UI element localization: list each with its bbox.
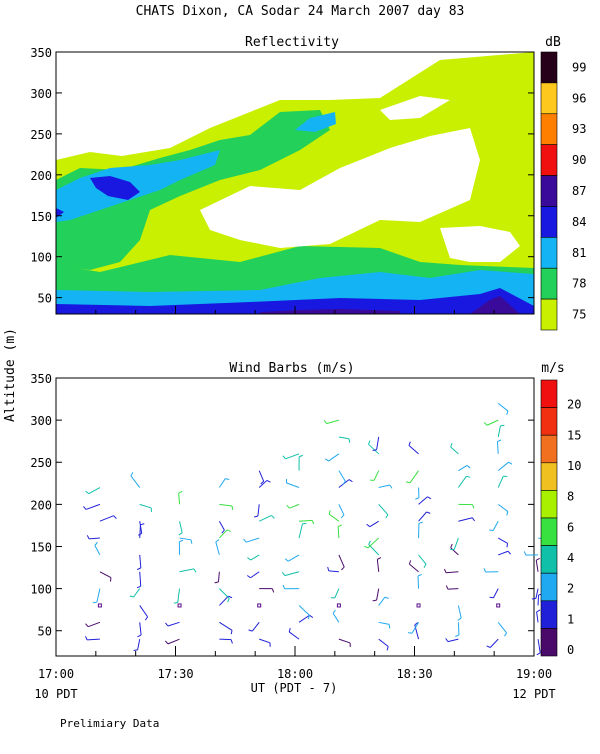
wind-barb-shaft — [219, 639, 231, 640]
reflectivity-colorbar-label: 78 — [572, 277, 586, 291]
wind-barb-flag — [500, 425, 504, 426]
wind-colorbar-cell — [541, 408, 557, 436]
reflectivity-colorbar-label: 84 — [572, 215, 586, 229]
wind-colorbar-cell — [541, 490, 557, 518]
wind-colorbar-label: 4 — [567, 551, 574, 565]
wind-barb-shaft — [537, 612, 538, 622]
figure-title: CHATS Dixon, CA Sodar 24 March 2007 day … — [136, 4, 465, 19]
wind-ytick-label: 50 — [38, 625, 52, 639]
wind-barb-flag — [536, 558, 539, 560]
wind-barbs-frame — [56, 378, 534, 656]
reflectivity-colorbar: 75 78 81 84 87 90 93 96 99 — [541, 52, 586, 330]
wind-xtick-label: 17:30 — [157, 667, 193, 681]
reflectivity-colorbar-label: 99 — [572, 60, 586, 74]
x-axis-label: UT (PDT - 7) — [251, 681, 338, 695]
reflectivity-colorbar-cell — [541, 206, 557, 237]
wind-xtick-label: 18:30 — [396, 667, 432, 681]
wind-barb — [537, 639, 540, 655]
wind-barbs-title: Wind Barbs (m/s) — [229, 361, 354, 376]
wind-barb-flag — [302, 523, 306, 524]
wind-colorbar-label: 6 — [567, 520, 574, 534]
wind-barb-shaft — [536, 560, 538, 571]
reflectivity-colorbar-cell — [541, 52, 557, 83]
reflectivity-colorbar-unit: dB — [545, 35, 561, 50]
reflectivity-colorbar-label: 87 — [572, 184, 586, 198]
wind-barb-flag — [93, 602, 97, 603]
reflectivity-colorbar-cell — [541, 145, 557, 176]
reflectivity-ytick-label: 300 — [30, 87, 52, 101]
wind-colorbar-cell — [541, 573, 557, 601]
wind-colorbar-label: 1 — [567, 612, 574, 626]
wind-colorbar-label: 10 — [567, 459, 581, 473]
wind-colorbar-cell — [541, 380, 557, 408]
wind-barb-flag — [408, 633, 412, 634]
wind-colorbar-cell — [541, 546, 557, 574]
wind-xtick-label: 17:00 — [38, 667, 74, 681]
wind-barb-flag — [489, 530, 493, 531]
wind-barb-shaft — [458, 622, 459, 635]
wind-barb-flag — [507, 543, 508, 547]
wind-barb-flag — [134, 650, 138, 651]
wind-colorbar-label: 0 — [567, 643, 574, 657]
wind-ytick-label: 200 — [30, 498, 52, 512]
reflectivity-colorbar-cell — [541, 299, 557, 330]
reflectivity-colorbar-label: 75 — [572, 308, 586, 322]
wind-barb — [537, 610, 541, 622]
reflectivity-colorbar-cell — [541, 237, 557, 268]
wind-colorbar-cell — [541, 601, 557, 629]
wind-colorbar-cell — [541, 518, 557, 546]
wind-ytick-label: 100 — [30, 583, 52, 597]
wind-ytick-label: 250 — [30, 456, 52, 470]
wind-barb — [536, 558, 539, 571]
wind-barb-shaft — [418, 576, 419, 589]
reflectivity-colorbar-label: 96 — [572, 91, 586, 105]
left-local-time: 10 PDT — [34, 687, 77, 701]
reflectivity-colorbar-label: 90 — [572, 153, 586, 167]
wind-xtick-label: 19:00 — [516, 667, 552, 681]
wind-barb-shaft — [448, 589, 458, 590]
wind-barb-flag — [532, 598, 536, 599]
wind-colorbar-cell — [541, 463, 557, 491]
reflectivity-colorbar-cell — [541, 114, 557, 145]
wind-barb-flag — [389, 624, 390, 628]
wind-colorbar-label: 20 — [567, 398, 581, 412]
wind-colorbar-unit: m/s — [541, 361, 564, 376]
wind-barb-flag — [537, 653, 540, 655]
wind-ytick-label: 150 — [30, 540, 52, 554]
reflectivity-title: Reflectivity — [245, 35, 339, 50]
reflectivity-ytick-label: 100 — [30, 251, 52, 265]
wind-colorbar-label: 8 — [567, 490, 574, 504]
wind-colorbar-label: 2 — [567, 582, 574, 596]
reflectivity-ytick-label: 200 — [30, 169, 52, 183]
right-local-time: 12 PDT — [512, 687, 555, 701]
reflectivity-colorbar-label: 93 — [572, 122, 586, 136]
reflectivity-ytick-label: 50 — [38, 292, 52, 306]
wind-ytick-label: 350 — [30, 372, 52, 386]
wind-colorbar-label: 15 — [567, 428, 581, 442]
reflectivity-ytick-label: 250 — [30, 128, 52, 142]
wind-barb-flag — [537, 610, 541, 612]
reflectivity-colorbar-cell — [541, 176, 557, 207]
reflectivity-colorbar-cell — [541, 268, 557, 299]
y-axis-label: Altitude (m) — [3, 328, 18, 422]
reflectivity-colorbar-cell — [541, 83, 557, 114]
wind-colorbar-cell — [541, 435, 557, 463]
wind-xtick-label: 18:00 — [277, 667, 313, 681]
reflectivity-ytick-label: 350 — [30, 46, 52, 60]
wind-barb-flag — [373, 600, 377, 601]
reflectivity-colorbar-label: 81 — [572, 246, 586, 260]
reflectivity-ytick-label: 150 — [30, 210, 52, 224]
wind-ytick-label: 300 — [30, 414, 52, 428]
wind-barb-shaft — [536, 589, 538, 599]
wind-colorbar: 0 1 2 4 6 8 10 15 20 — [541, 380, 581, 657]
footer-note: Prelimiary Data — [60, 717, 159, 730]
wind-colorbar-cell — [541, 628, 557, 656]
reflectivity-plot — [56, 52, 534, 314]
wind-barb-shaft — [538, 639, 540, 653]
